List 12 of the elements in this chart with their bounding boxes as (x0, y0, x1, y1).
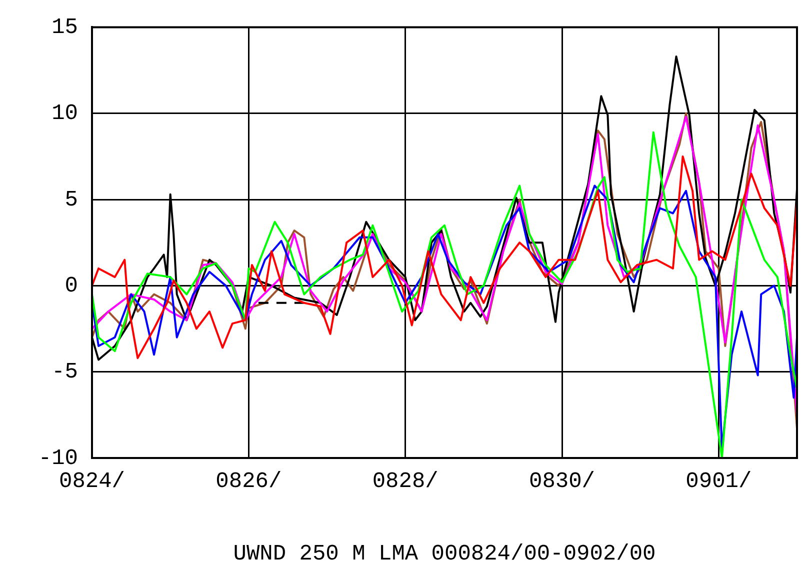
y-tick-label: 15 (52, 15, 78, 40)
y-tick-label: -5 (52, 360, 78, 385)
y-tick-label: -10 (38, 446, 78, 471)
y-tick-label: 10 (52, 101, 78, 126)
x-tick-label: 0826/ (216, 469, 282, 494)
x-tick-label: 0828/ (372, 469, 438, 494)
x-axis-title: UWND 250 M LMA 000824/00-0902/00 (233, 542, 656, 567)
x-tick-label: 0830/ (528, 469, 596, 494)
x-tick-label: 0824/ (58, 469, 126, 494)
x-tick-label: 0901/ (686, 469, 752, 494)
y-tick-label: 5 (64, 187, 78, 212)
y-tick-label: 0 (64, 274, 78, 299)
